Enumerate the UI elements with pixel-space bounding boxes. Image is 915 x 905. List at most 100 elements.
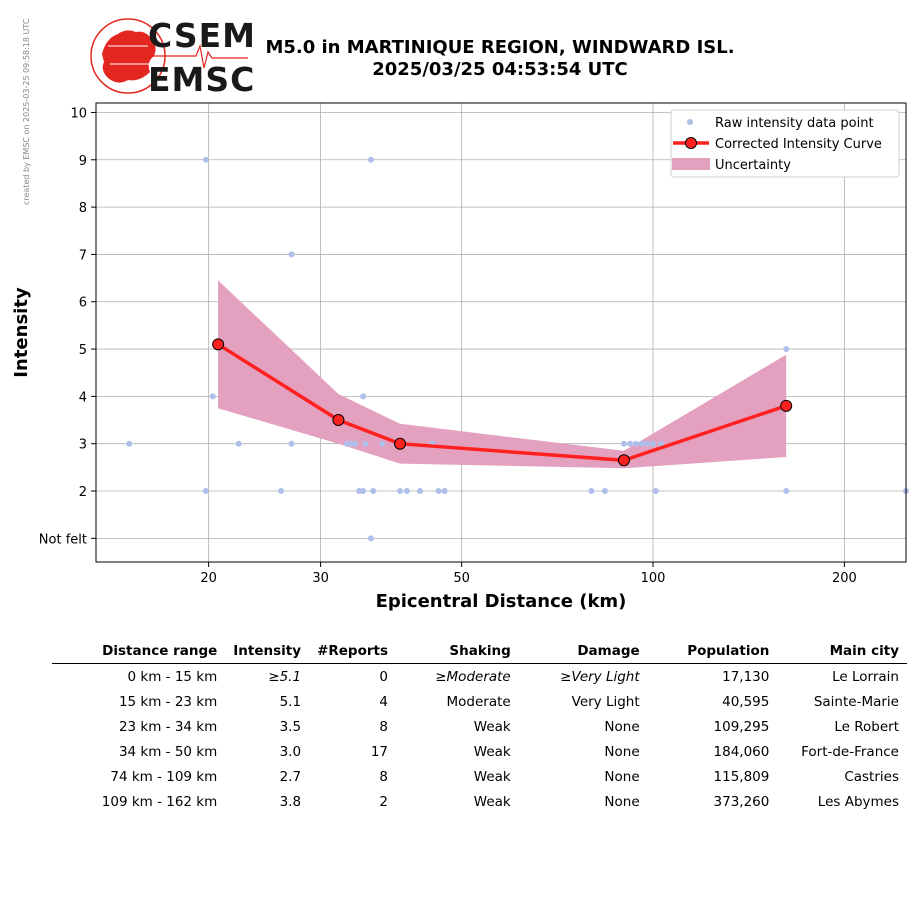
table-row: 34 km - 50 km 3.0 17 Weak None 184,060 F… xyxy=(52,739,907,764)
raw-data-point xyxy=(202,488,209,495)
raw-data-point xyxy=(397,488,404,495)
cell-city: Sainte-Marie xyxy=(813,693,899,710)
cell-shaking: Weak xyxy=(473,718,511,735)
header-shaking: Shaking xyxy=(396,638,519,664)
raw-data-point xyxy=(343,440,350,447)
cell-reports: 17 xyxy=(370,743,389,760)
legend-uncertainty-label: Uncertainty xyxy=(715,158,791,173)
cell-reports: 8 xyxy=(379,768,389,785)
y-tick-label: Not felt xyxy=(39,532,87,547)
cell-damage: None xyxy=(604,768,640,785)
raw-data-point xyxy=(367,156,374,163)
header-population: Population xyxy=(647,638,778,664)
table-row: 109 km - 162 km 3.8 2 Weak None 373,260 … xyxy=(52,789,907,814)
cell-damage: ≥Very Light xyxy=(560,668,640,685)
curve-marker xyxy=(617,454,630,467)
cell-population: 373,260 xyxy=(713,793,770,810)
raw-data-point xyxy=(783,488,790,495)
cell-intensity: ≥5.1 xyxy=(268,668,302,685)
cell-damage: None xyxy=(604,743,640,760)
csem-emsc-logo: CSEM EMSC xyxy=(88,16,258,99)
chart-title: M5.0 in MARTINIQUE REGION, WINDWARD ISL.… xyxy=(240,37,760,81)
legend-uncertainty-swatch xyxy=(672,158,710,170)
raw-data-point xyxy=(288,440,295,447)
logo-text-emsc: EMSC xyxy=(148,60,256,99)
raw-data-point xyxy=(202,156,209,163)
cell-intensity: 5.1 xyxy=(279,693,302,710)
header-main-city: Main city xyxy=(777,638,907,664)
header-intensity: Intensity xyxy=(225,638,310,664)
x-axis-label: Epicentral Distance (km) xyxy=(376,591,627,612)
legend-raw-marker xyxy=(687,119,693,125)
cell-range: 34 km - 50 km xyxy=(118,743,218,760)
cell-city: Le Robert xyxy=(834,718,899,735)
table-row: 23 km - 34 km 3.5 8 Weak None 109,295 Le… xyxy=(52,714,907,739)
x-tick-label: 50 xyxy=(453,571,470,586)
y-tick-label: 9 xyxy=(79,154,87,169)
legend-curve-label: Corrected Intensity Curve xyxy=(715,137,882,152)
curve-marker xyxy=(332,414,345,427)
raw-data-point xyxy=(416,488,423,495)
cell-shaking: Weak xyxy=(473,768,511,785)
cell-damage: None xyxy=(604,718,640,735)
raw-data-point xyxy=(360,393,367,400)
cell-shaking: ≥Moderate xyxy=(435,668,511,685)
cell-reports: 4 xyxy=(379,693,389,710)
legend-raw-label: Raw intensity data point xyxy=(715,116,874,131)
cell-damage: None xyxy=(604,793,640,810)
raw-data-point xyxy=(632,440,639,447)
y-tick-label: 2 xyxy=(79,485,87,500)
raw-data-point xyxy=(362,440,369,447)
raw-data-point xyxy=(235,440,242,447)
raw-data-point xyxy=(126,440,133,447)
raw-data-point xyxy=(360,488,367,495)
raw-data-point xyxy=(370,488,377,495)
cell-shaking: Weak xyxy=(473,743,511,760)
cell-population: 17,130 xyxy=(722,668,770,685)
cell-reports: 8 xyxy=(379,718,389,735)
raw-data-point xyxy=(601,488,608,495)
raw-data-point xyxy=(209,393,216,400)
y-tick-label: 10 xyxy=(70,106,87,121)
x-tick-label: 30 xyxy=(312,571,329,586)
legend-box xyxy=(670,109,900,178)
logo-text-csem: CSEM xyxy=(148,16,256,55)
raw-data-point xyxy=(620,440,627,447)
y-tick-label: 8 xyxy=(79,201,87,216)
x-tick-label: 20 xyxy=(200,571,217,586)
y-tick-label: 5 xyxy=(79,343,87,358)
cell-damage: Very Light xyxy=(571,693,640,710)
intensity-table: Distance range Intensity #Reports Shakin… xyxy=(52,638,907,814)
raw-data-point xyxy=(288,251,295,258)
legend-curve-marker xyxy=(685,137,697,149)
raw-data-point xyxy=(638,440,645,447)
raw-data-point xyxy=(278,488,285,495)
table-row: 74 km - 109 km 2.7 8 Weak None 115,809 C… xyxy=(52,764,907,789)
cell-reports: 2 xyxy=(379,793,389,810)
cell-range: 0 km - 15 km xyxy=(127,668,218,685)
x-tick-label: 200 xyxy=(832,571,857,586)
intensity-chart: 20 30 50 100 200 Not felt 2 3 4 5 6 7 8 9 10 Epicentral… xyxy=(11,102,909,612)
curve-marker xyxy=(780,399,793,412)
curve-marker xyxy=(212,338,225,351)
cell-intensity: 3.0 xyxy=(279,743,302,760)
header-damage: Damage xyxy=(518,638,648,664)
raw-data-point xyxy=(783,346,790,353)
table-row: 0 km - 15 km ≥5.1 0 ≥Moderate ≥Very Ligh… xyxy=(52,664,907,690)
cell-shaking: Moderate xyxy=(446,693,511,710)
raw-data-point xyxy=(435,488,442,495)
raw-data-point xyxy=(626,440,633,447)
curve-marker xyxy=(394,437,407,450)
cell-population: 184,060 xyxy=(713,743,770,760)
cell-intensity: 2.7 xyxy=(279,768,302,785)
y-tick-label: 4 xyxy=(79,390,87,405)
raw-data-point xyxy=(588,488,595,495)
x-tick-label: 100 xyxy=(641,571,666,586)
y-tick-label: 7 xyxy=(79,248,87,263)
cell-city: Le Lorrain xyxy=(832,668,899,685)
raw-data-point xyxy=(441,488,448,495)
cell-range: 74 km - 109 km xyxy=(110,768,218,785)
raw-data-point xyxy=(650,440,657,447)
raw-data-point xyxy=(403,488,410,495)
y-tick-label: 3 xyxy=(79,438,87,453)
